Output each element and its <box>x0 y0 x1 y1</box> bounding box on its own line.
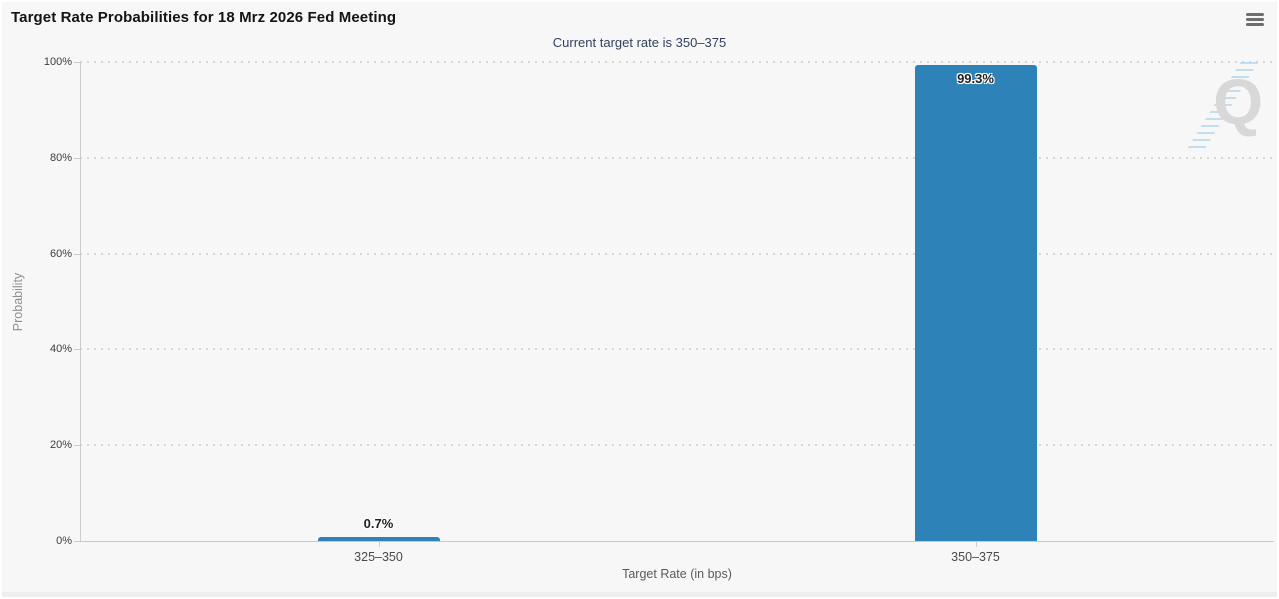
x-tick-label: 325–350 <box>354 550 403 564</box>
y-tick-mark <box>74 445 80 447</box>
y-tick-label: 40% <box>49 343 72 356</box>
y-axis-title: Probability <box>11 272 25 331</box>
gridline-40 <box>80 348 1274 351</box>
y-tick-label: 80% <box>49 151 72 164</box>
x-tick-mark <box>975 541 977 547</box>
gridline-60 <box>80 252 1274 255</box>
x-axis-baseline <box>80 541 1274 542</box>
x-tick-mark <box>378 541 380 547</box>
y-tick-mark <box>74 349 80 351</box>
hamburger-icon <box>1246 23 1264 26</box>
y-tick-label: 20% <box>49 439 72 452</box>
bar-value-label: 0.7% <box>363 516 394 531</box>
gridline-100 <box>80 61 1274 63</box>
gridline-20 <box>80 444 1274 447</box>
bar-350–375[interactable] <box>914 65 1037 541</box>
gridline-80 <box>80 156 1274 159</box>
y-tick-label: 100% <box>43 56 72 68</box>
chart-title: Target Rate Probabilities for 18 Mrz 202… <box>11 9 397 26</box>
hamburger-icon <box>1246 13 1264 16</box>
y-tick-mark <box>74 157 80 159</box>
y-axis-line <box>80 62 81 541</box>
bar-value-label: 99.3% <box>957 71 994 87</box>
x-tick-label: 350–375 <box>951 550 1000 564</box>
chart-subtitle: Current target rate is 350–375 <box>552 35 727 50</box>
bottom-border <box>2 592 1277 597</box>
chart-context-menu-button[interactable] <box>1246 13 1264 28</box>
x-axis-title: Target Rate (in bps) <box>622 567 732 581</box>
y-tick-mark <box>74 253 80 255</box>
y-tick-label: 60% <box>49 247 72 260</box>
bar-325–350[interactable] <box>317 537 440 541</box>
y-tick-mark <box>74 62 80 63</box>
y-axis-title-wrap: Probability <box>4 62 32 541</box>
hamburger-icon <box>1246 18 1264 21</box>
y-tick-label: 0% <box>56 535 72 547</box>
y-tick-mark <box>74 541 80 542</box>
